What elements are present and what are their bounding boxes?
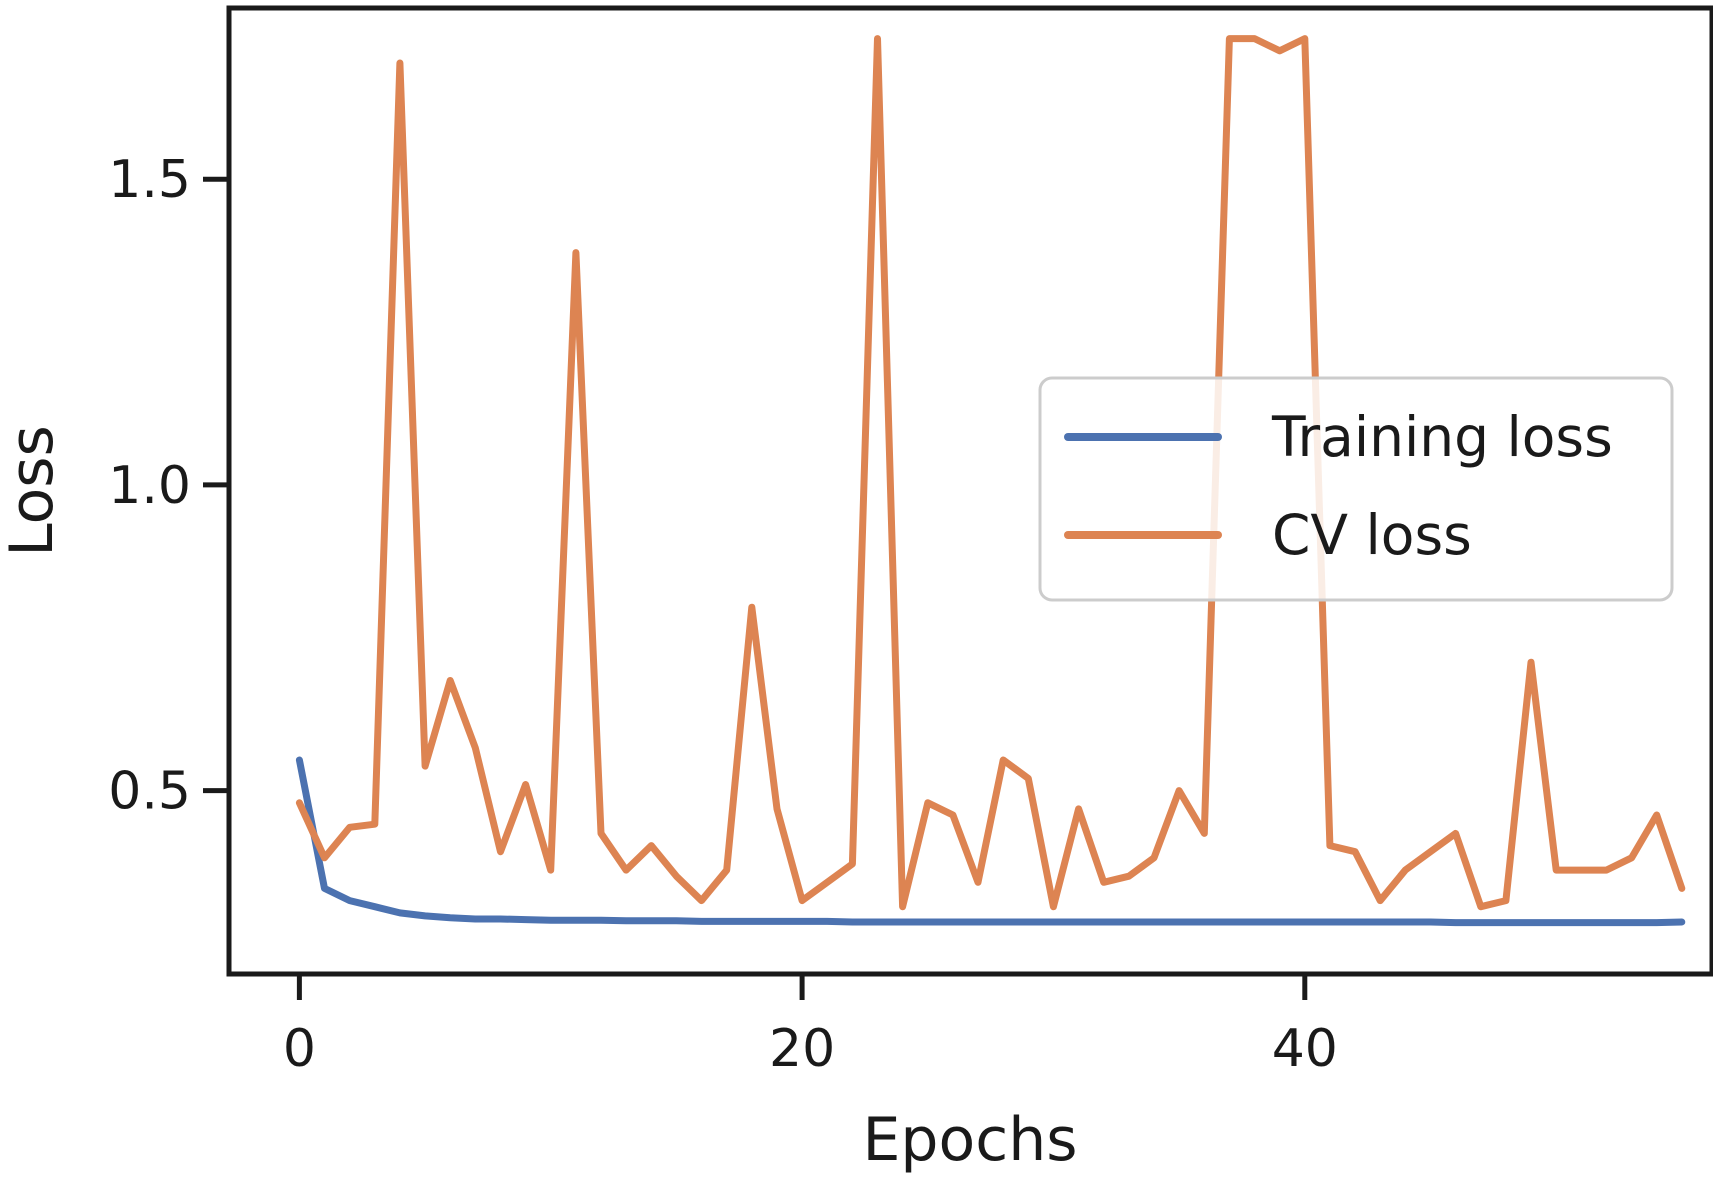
x-tick-label: 0: [283, 1019, 316, 1079]
legend: Training loss CV loss: [1038, 376, 1674, 602]
series-line-cv-loss: [295, 35, 1686, 911]
legend-label-training-loss: Training loss: [1271, 405, 1613, 469]
plot-lines: [295, 35, 1686, 927]
y-axis-label: Loss: [0, 425, 67, 557]
x-tick-label: 40: [1272, 1019, 1338, 1079]
series-line-training-loss: [295, 756, 1686, 927]
y-tick-label: 0.5: [108, 762, 191, 822]
plot-frame: [226, 5, 1713, 977]
y-axis-ticks: 0.5 1.0 1.5: [108, 150, 229, 822]
x-tick-label: 20: [769, 1019, 835, 1079]
y-tick-label: 1.5: [108, 150, 191, 210]
legend-label-cv-loss: CV loss: [1272, 503, 1472, 567]
x-axis-ticks: 0 20 40: [283, 974, 1338, 1079]
y-tick-label: 1.0: [108, 456, 191, 516]
x-axis-label: Epochs: [863, 1105, 1078, 1175]
